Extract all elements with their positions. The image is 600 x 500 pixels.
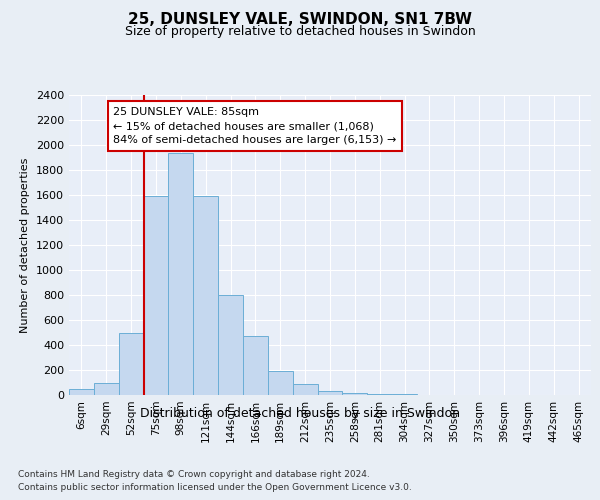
Bar xyxy=(367,394,392,395)
Text: 25 DUNSLEY VALE: 85sqm
← 15% of detached houses are smaller (1,068)
84% of semi-: 25 DUNSLEY VALE: 85sqm ← 15% of detached… xyxy=(113,107,397,145)
Text: Contains public sector information licensed under the Open Government Licence v3: Contains public sector information licen… xyxy=(18,482,412,492)
Bar xyxy=(392,394,417,395)
Bar xyxy=(143,196,169,395)
Text: Size of property relative to detached houses in Swindon: Size of property relative to detached ho… xyxy=(125,25,475,38)
Bar xyxy=(268,370,293,395)
Y-axis label: Number of detached properties: Number of detached properties xyxy=(20,158,31,332)
Bar xyxy=(69,389,94,395)
Bar xyxy=(293,384,317,395)
Text: 25, DUNSLEY VALE, SWINDON, SN1 7BW: 25, DUNSLEY VALE, SWINDON, SN1 7BW xyxy=(128,12,472,28)
Bar xyxy=(243,336,268,395)
Bar xyxy=(94,382,119,395)
Bar xyxy=(193,196,218,395)
Bar xyxy=(218,295,243,395)
Text: Distribution of detached houses by size in Swindon: Distribution of detached houses by size … xyxy=(140,408,460,420)
Bar xyxy=(169,152,193,395)
Bar xyxy=(119,332,143,395)
Bar xyxy=(343,392,367,395)
Bar xyxy=(317,391,343,395)
Text: Contains HM Land Registry data © Crown copyright and database right 2024.: Contains HM Land Registry data © Crown c… xyxy=(18,470,370,479)
